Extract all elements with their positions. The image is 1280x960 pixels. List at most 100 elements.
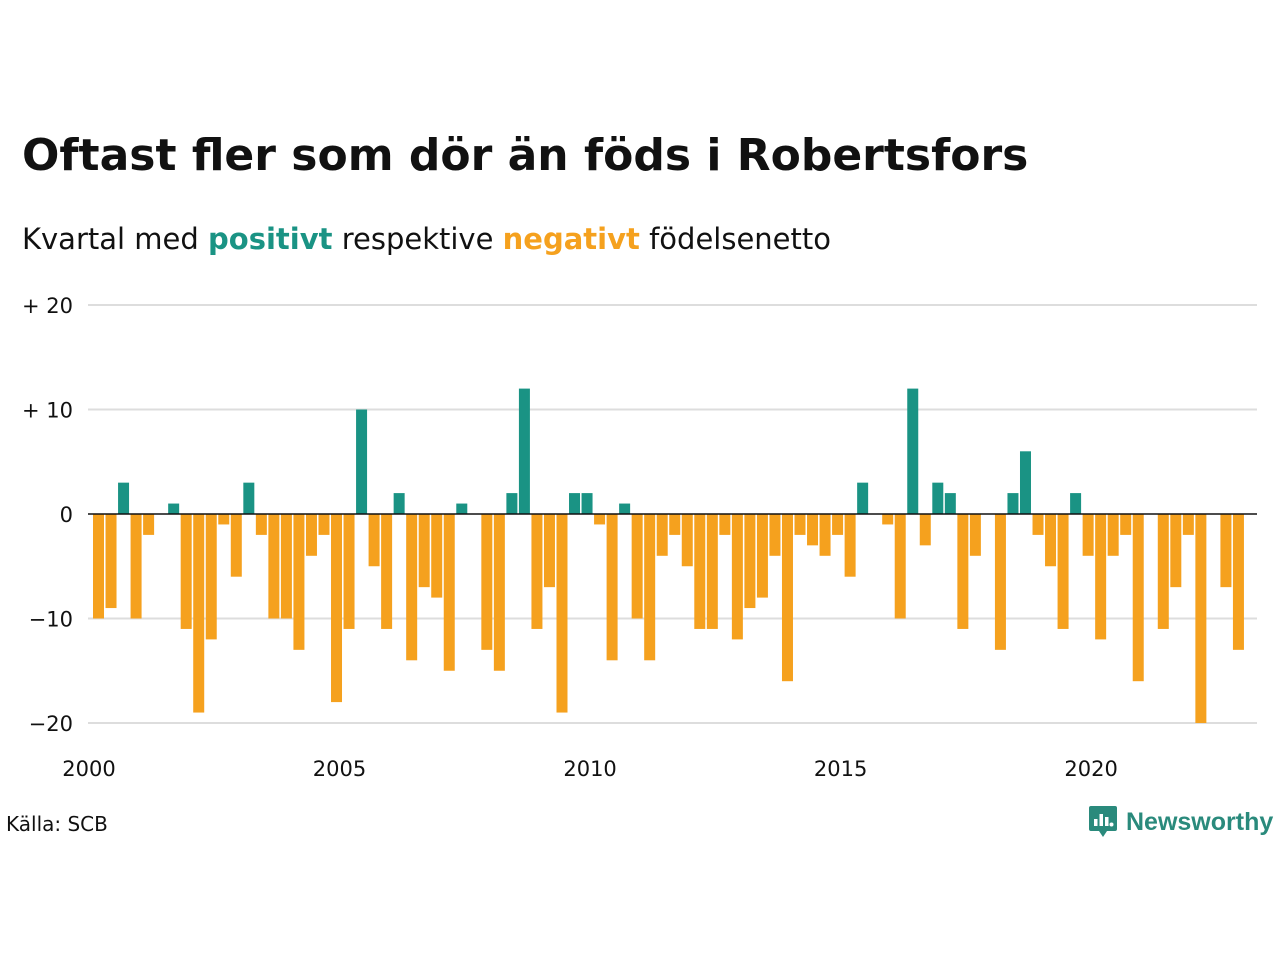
bar-negative <box>343 514 355 629</box>
bar-positive <box>518 388 530 514</box>
bar-negative <box>1220 514 1232 588</box>
bar-negative <box>1095 514 1107 640</box>
bar-negative <box>1082 514 1094 556</box>
bar-positive <box>243 482 255 514</box>
bar-negative <box>368 514 380 567</box>
bar-negative <box>280 514 292 619</box>
bar-negative <box>381 514 393 629</box>
bar-negative <box>744 514 756 609</box>
bar-negative <box>631 514 643 619</box>
bar-negative <box>1182 514 1194 535</box>
bar-negative <box>656 514 668 556</box>
bar-positive <box>569 493 581 514</box>
bar-negative <box>719 514 731 535</box>
bar-negative <box>406 514 418 661</box>
bar-positive <box>932 482 944 514</box>
bar-negative <box>318 514 330 535</box>
bar-positive <box>907 388 919 514</box>
bar-positive <box>168 503 180 514</box>
brand: Newsworthy <box>1088 805 1273 839</box>
chart-title: Oftast fler som dör än föds i Robertsfor… <box>22 130 1029 181</box>
brand-name: Newsworthy <box>1126 807 1274 836</box>
bar-negative <box>969 514 981 556</box>
bar-negative <box>957 514 969 629</box>
bar-negative <box>268 514 280 619</box>
bar-negative <box>1120 514 1132 535</box>
bar-negative <box>781 514 793 682</box>
y-tick-label: + 10 <box>22 399 73 423</box>
bar-negative <box>681 514 693 567</box>
bar-negative <box>180 514 192 629</box>
bar-negative <box>230 514 242 577</box>
bar-negative <box>93 514 104 619</box>
bar-negative <box>418 514 430 588</box>
bar-negative <box>193 514 205 713</box>
subtitle-suffix: födelsenetto <box>649 222 831 256</box>
bar-positive <box>356 409 368 514</box>
bar-negative <box>832 514 844 535</box>
bar-negative <box>594 514 606 525</box>
bar-negative <box>794 514 806 535</box>
bar-negative <box>1132 514 1144 682</box>
bar-negative <box>493 514 505 671</box>
bar-negative <box>769 514 781 556</box>
bar-positive <box>1019 451 1031 514</box>
bar-negative <box>1232 514 1244 650</box>
bar-negative <box>531 514 543 629</box>
y-tick-label: −10 <box>29 608 73 632</box>
bar-negative <box>293 514 305 650</box>
bar-negative <box>919 514 931 546</box>
bar-negative <box>644 514 656 661</box>
bar-positive <box>456 503 468 514</box>
bar-negative <box>819 514 831 556</box>
bar-negative <box>1057 514 1069 629</box>
bar-negative <box>305 514 317 556</box>
bar-negative <box>1170 514 1182 588</box>
bar-negative <box>331 514 343 703</box>
bar-negative <box>1195 514 1207 723</box>
x-tick-label: 2015 <box>814 757 867 781</box>
bar-positive <box>581 493 593 514</box>
subtitle-negative: negativt <box>502 222 640 256</box>
bar-positive <box>506 493 518 514</box>
bar-negative <box>606 514 618 661</box>
x-tick-label: 2000 <box>62 757 115 781</box>
bar-negative <box>894 514 906 619</box>
bar-negative <box>481 514 493 650</box>
x-tick-label: 2005 <box>313 757 366 781</box>
bar-positive <box>1070 493 1082 514</box>
newsworthy-logo-icon <box>1089 806 1117 837</box>
bar-negative <box>255 514 267 535</box>
bar-negative <box>731 514 743 640</box>
subtitle-positive: positivt <box>208 222 333 256</box>
chart-subtitle: Kvartal med positivt respektive negativt… <box>22 222 831 256</box>
bar-negative <box>105 514 117 609</box>
bar-negative <box>1045 514 1057 567</box>
bar-negative <box>543 514 555 588</box>
bar-negative <box>443 514 455 671</box>
bar-negative <box>807 514 819 546</box>
bar-positive <box>857 482 869 514</box>
bar-negative <box>669 514 681 535</box>
y-tick-label: −20 <box>29 712 73 736</box>
bar-negative <box>844 514 856 577</box>
bar-positive <box>393 493 405 514</box>
x-tick-label: 2010 <box>563 757 616 781</box>
bar-positive <box>619 503 631 514</box>
bar-positive <box>118 482 130 514</box>
bar-negative <box>756 514 768 598</box>
bar-negative <box>205 514 217 640</box>
bar-negative <box>706 514 718 629</box>
bar-negative <box>556 514 568 713</box>
source-note: Källa: SCB <box>6 812 108 836</box>
bar-negative <box>994 514 1006 650</box>
bar-negative <box>130 514 142 619</box>
bar-negative <box>1157 514 1169 629</box>
subtitle-middle: respektive <box>341 222 494 256</box>
bar-positive <box>1007 493 1019 514</box>
bar-negative <box>431 514 443 598</box>
y-tick-label: 0 <box>60 503 73 527</box>
bar-negative <box>218 514 230 525</box>
bar-negative <box>1032 514 1044 535</box>
